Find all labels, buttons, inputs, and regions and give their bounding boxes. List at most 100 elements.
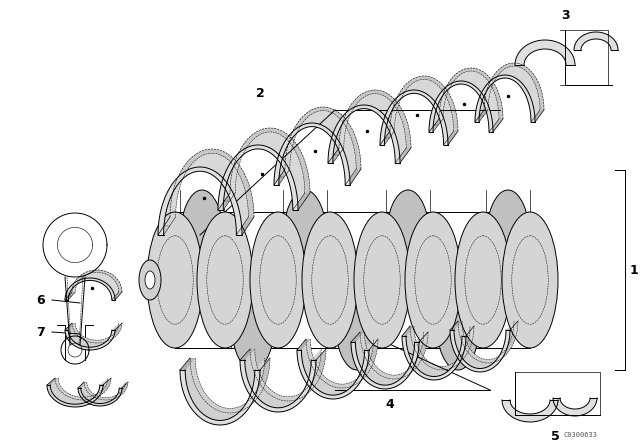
Polygon shape [450,321,518,372]
Ellipse shape [197,212,253,348]
Polygon shape [553,398,597,416]
Polygon shape [240,360,316,412]
Polygon shape [454,321,514,369]
Text: 6: 6 [36,293,45,306]
Polygon shape [158,217,175,235]
Polygon shape [65,323,122,350]
Polygon shape [185,358,265,420]
Polygon shape [50,378,108,404]
Polygon shape [475,75,535,122]
Polygon shape [531,110,544,122]
Ellipse shape [302,212,358,348]
Polygon shape [429,81,493,132]
Polygon shape [164,153,248,235]
Polygon shape [65,330,115,350]
Polygon shape [301,339,374,395]
Polygon shape [65,270,122,300]
Polygon shape [380,76,458,145]
Polygon shape [328,148,344,163]
Polygon shape [328,90,411,163]
Polygon shape [502,400,558,422]
Polygon shape [78,382,128,406]
Polygon shape [158,167,242,235]
Ellipse shape [250,212,306,348]
Polygon shape [402,326,474,380]
Polygon shape [429,68,503,132]
Polygon shape [81,382,125,404]
Polygon shape [78,382,87,388]
Polygon shape [279,111,356,185]
Polygon shape [328,105,400,163]
Polygon shape [293,193,310,210]
Polygon shape [68,323,119,347]
Polygon shape [274,107,361,185]
Ellipse shape [455,212,511,348]
Polygon shape [406,326,470,376]
Polygon shape [112,292,122,300]
Ellipse shape [386,190,430,290]
Polygon shape [218,128,310,210]
Text: 7: 7 [36,326,45,339]
Polygon shape [433,71,499,132]
Polygon shape [429,119,443,132]
Ellipse shape [405,212,461,348]
Polygon shape [65,278,115,300]
Polygon shape [274,169,290,185]
Polygon shape [65,323,76,330]
Polygon shape [380,131,394,145]
Polygon shape [180,358,195,370]
Polygon shape [380,90,448,145]
Ellipse shape [147,212,203,348]
Polygon shape [450,321,462,330]
Polygon shape [351,332,428,389]
Ellipse shape [354,212,410,348]
Ellipse shape [139,260,161,300]
Text: 3: 3 [561,9,570,22]
Polygon shape [450,330,510,372]
Polygon shape [489,119,503,132]
Polygon shape [245,349,321,408]
Polygon shape [158,149,254,235]
Polygon shape [479,66,540,122]
Text: C0300633: C0300633 [563,432,597,438]
Polygon shape [47,385,103,407]
Polygon shape [218,193,236,210]
Polygon shape [333,94,406,163]
Polygon shape [47,378,58,385]
Polygon shape [444,131,458,145]
Polygon shape [68,272,119,300]
Polygon shape [65,292,76,300]
Polygon shape [351,342,419,389]
Polygon shape [515,40,575,65]
Polygon shape [240,349,255,360]
Text: 2: 2 [255,87,264,100]
Ellipse shape [436,270,480,370]
Text: 1: 1 [630,263,639,276]
Polygon shape [297,350,369,399]
Polygon shape [297,339,310,350]
Text: 5: 5 [550,430,559,443]
Polygon shape [47,378,111,407]
Ellipse shape [180,190,224,290]
Polygon shape [475,110,488,122]
Polygon shape [223,132,305,210]
Polygon shape [297,339,378,399]
Polygon shape [236,217,254,235]
Polygon shape [574,32,618,50]
Ellipse shape [231,270,275,370]
Polygon shape [351,332,364,342]
Polygon shape [396,148,411,163]
Polygon shape [218,145,298,210]
Polygon shape [402,336,466,380]
Polygon shape [475,63,544,122]
Ellipse shape [486,190,530,290]
Text: 4: 4 [386,398,394,411]
Polygon shape [402,326,414,336]
Polygon shape [274,123,350,185]
Ellipse shape [283,190,327,290]
Polygon shape [355,332,424,385]
Ellipse shape [335,270,379,370]
Polygon shape [385,79,454,145]
Polygon shape [240,349,326,412]
Ellipse shape [145,271,155,289]
